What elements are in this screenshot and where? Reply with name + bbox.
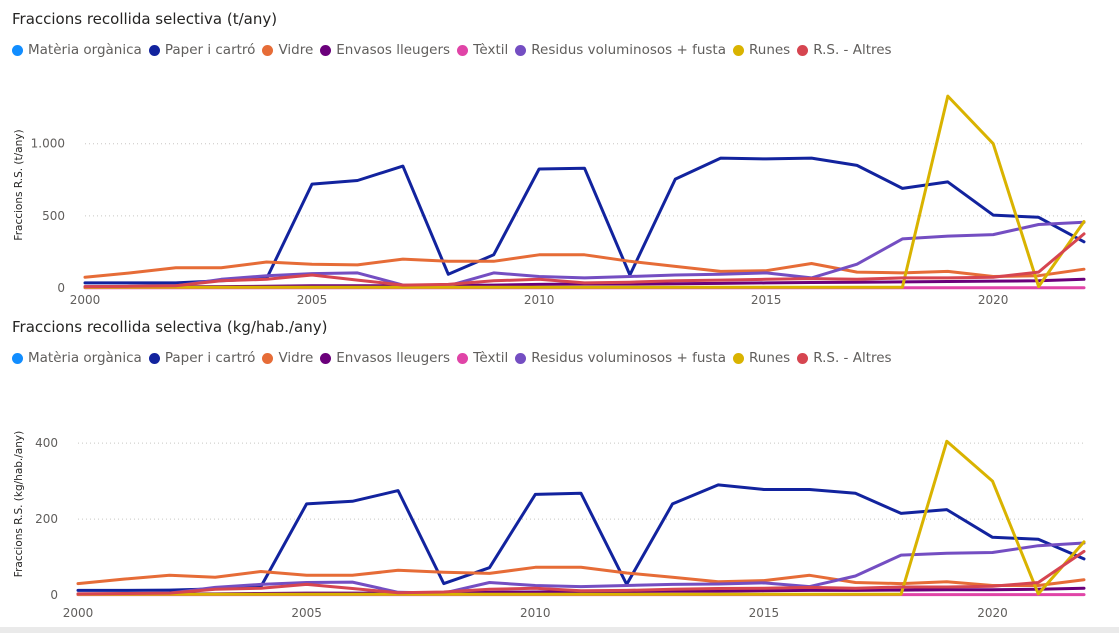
- legend-item-residus-voluminosos-fusta[interactable]: Residus voluminosos + fusta: [515, 42, 726, 58]
- legend-item-textil[interactable]: Tèxtil: [457, 350, 508, 366]
- legend-item-vidre[interactable]: Vidre: [262, 42, 313, 58]
- legend-item-runes[interactable]: Runes: [732, 350, 791, 366]
- legend-label: R.S. - Altres: [813, 350, 892, 366]
- x-tick-label: 2020: [977, 606, 1008, 620]
- line-chart-kg-per-inhabitant: 0 200 400 2000 2005 2010 2015 2020 Fraccions R.S…: [13, 431, 1086, 620]
- y-tick-label: 400: [35, 436, 58, 450]
- x-tick-label: 2000: [70, 293, 101, 305]
- legend-item-materia-organica[interactable]: Matèria orgànica: [12, 350, 142, 366]
- y-tick-label: 0: [57, 281, 65, 295]
- legend-marker: [320, 352, 332, 364]
- x-tick-label: 2015: [749, 606, 780, 620]
- legend-marker: [797, 44, 809, 56]
- legend-marker: [12, 352, 23, 364]
- line-chart-tonnes: 0 500 1.000 2000 2005 2010 2015 2020 Fraccions R…: [13, 94, 1086, 305]
- chart-panel-kg-per-inhabitant: Fraccions recollida selectiva (kg/hab./a…: [0, 308, 1119, 628]
- legend-label: Vidre: [278, 350, 314, 366]
- legend-label: Paper i cartró: [164, 42, 256, 58]
- series-line-runes: [76, 439, 1086, 596]
- legend: Matèria orgànica Paper i cartró Vidre Envas…: [12, 42, 899, 58]
- legend-label: Vidre: [278, 42, 314, 58]
- legend-label: Tèxtil: [473, 350, 509, 366]
- chart-title: Fraccions recollida selectiva (t/any): [12, 10, 278, 28]
- legend-marker: [457, 352, 469, 364]
- legend-item-residus-voluminosos-fusta[interactable]: Residus voluminosos + fusta: [515, 350, 726, 366]
- legend-marker: [797, 352, 809, 364]
- legend-marker: [515, 44, 527, 56]
- x-tick-label: 2020: [978, 293, 1009, 305]
- legend-marker: [262, 44, 274, 56]
- series-line-residus-voluminosos-fusta: [83, 220, 1086, 289]
- chart-title: Fraccions recollida selectiva (kg/hab./a…: [12, 318, 328, 336]
- legend-label: Envasos lleugers: [336, 42, 451, 58]
- y-tick-label: 200: [35, 512, 58, 526]
- legend-item-envasos-lleugers[interactable]: Envasos lleugers: [320, 350, 450, 366]
- legend-marker: [320, 44, 332, 56]
- series-line-vidre: [83, 253, 1086, 279]
- legend-label: Matèria orgànica: [28, 350, 142, 366]
- legend-marker: [732, 44, 744, 56]
- legend-label: Tèxtil: [473, 42, 509, 58]
- legend-label: Residus voluminosos + fusta: [531, 42, 726, 58]
- x-tick-label: 2005: [291, 606, 322, 620]
- y-axis-title: Fraccions R.S. (kg/hab./any): [13, 431, 25, 577]
- chart-panel-tonnes: Fraccions recollida selectiva (t/any) Ma…: [0, 0, 1119, 305]
- x-tick-label: 2010: [520, 606, 551, 620]
- legend-marker: [262, 352, 274, 364]
- y-tick-label: 0: [50, 588, 58, 602]
- legend-item-r-s-altres[interactable]: R.S. - Altres: [797, 350, 892, 366]
- x-tick-label: 2000: [63, 606, 94, 620]
- series-line-vidre: [76, 565, 1086, 587]
- legend-item-runes[interactable]: Runes: [732, 42, 791, 58]
- legend-marker: [12, 44, 23, 56]
- legend-label: R.S. - Altres: [813, 42, 892, 58]
- legend-label: Envasos lleugers: [336, 350, 451, 366]
- legend-item-textil[interactable]: Tèxtil: [457, 42, 508, 58]
- y-tick-label: 1.000: [31, 137, 65, 151]
- footer-bar: [0, 627, 1119, 633]
- legend-item-vidre[interactable]: Vidre: [262, 350, 313, 366]
- legend: Matèria orgànica Paper i cartró Vidre Envas…: [12, 350, 899, 366]
- legend-marker: [148, 44, 160, 56]
- legend-item-materia-organica[interactable]: Matèria orgànica: [12, 42, 142, 58]
- legend-item-paper-i-cartro[interactable]: Paper i cartró: [148, 350, 256, 366]
- legend-label: Runes: [748, 42, 791, 58]
- y-tick-label: 500: [42, 209, 65, 223]
- x-tick-label: 2010: [524, 293, 555, 305]
- x-tick-label: 2005: [297, 293, 328, 305]
- legend-marker: [515, 352, 527, 364]
- legend-item-r-s-altres[interactable]: R.S. - Altres: [797, 42, 892, 58]
- legend-marker: [457, 44, 469, 56]
- legend-label: Matèria orgànica: [28, 42, 142, 58]
- legend-item-envasos-lleugers[interactable]: Envasos lleugers: [320, 42, 450, 58]
- series-line-paper-i-cartro: [83, 156, 1086, 285]
- series-line-residus-voluminosos-fusta: [76, 541, 1086, 596]
- x-tick-label: 2015: [751, 293, 782, 305]
- legend-marker: [148, 352, 160, 364]
- series-line-r-s-altres: [76, 549, 1086, 596]
- legend-label: Runes: [748, 350, 791, 366]
- series-line-r-s-altres: [83, 232, 1086, 289]
- y-axis-title: Fraccions R.S. (t/any): [13, 129, 25, 240]
- series-line-runes: [83, 94, 1086, 289]
- legend-label: Paper i cartró: [164, 350, 256, 366]
- legend-item-paper-i-cartro[interactable]: Paper i cartró: [148, 42, 256, 58]
- legend-label: Residus voluminosos + fusta: [531, 350, 726, 366]
- legend-marker: [732, 352, 744, 364]
